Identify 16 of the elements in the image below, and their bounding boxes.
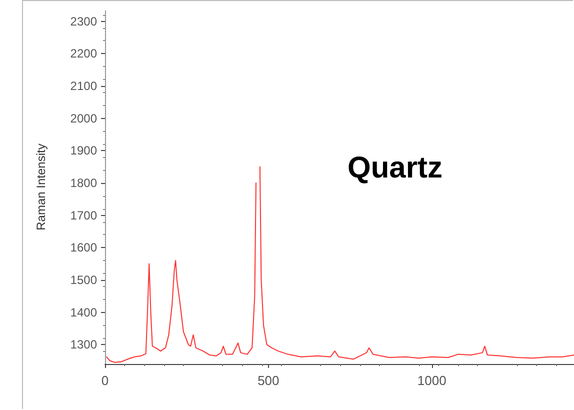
x-tick-label: 0 (101, 373, 109, 388)
y-tick-label: 1400 (70, 305, 98, 320)
text: Quartz (347, 152, 443, 184)
y-tick-label: 2300 (70, 14, 98, 28)
y-tick-label: 1700 (70, 208, 98, 222)
y-tick-label: 2200 (70, 46, 98, 61)
y-tick-label: 1600 (70, 240, 98, 255)
y-tick-label: 1800 (70, 176, 98, 190)
y-tick-label: 1300 (70, 338, 98, 352)
y-tick-label: 1500 (70, 272, 98, 287)
y-tick-label: 2000 (70, 111, 98, 126)
y-tick-label: 2100 (70, 78, 98, 93)
x-tick-label: 1000 (417, 373, 446, 388)
y-axis-title: Raman Intensity (34, 144, 48, 230)
x-tick-label: 500 (258, 373, 280, 388)
y-tick-label: 1900 (70, 144, 98, 158)
